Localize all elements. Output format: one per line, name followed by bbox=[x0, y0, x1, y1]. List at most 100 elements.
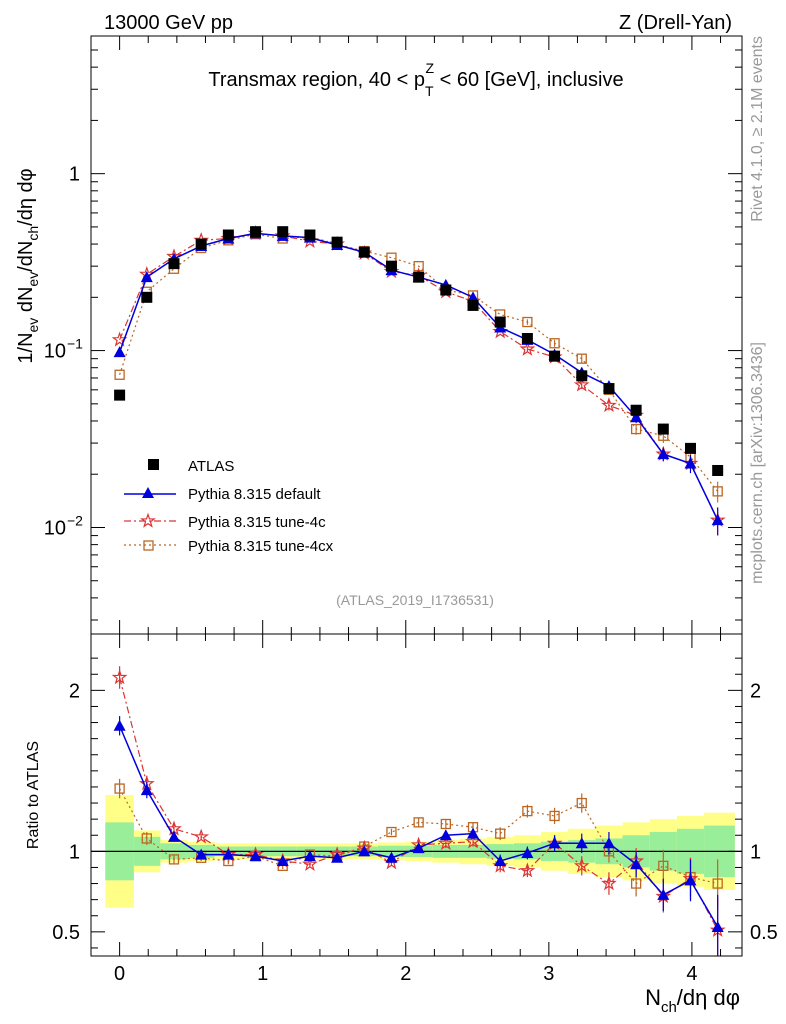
axis-ticks bbox=[90, 35, 742, 956]
ratio-point bbox=[657, 888, 670, 900]
main-data-point bbox=[573, 376, 590, 392]
ratio-point bbox=[358, 845, 371, 857]
main-y-tick-exponent: −2 bbox=[67, 512, 83, 528]
main-data-point bbox=[168, 258, 180, 270]
main-data-point bbox=[684, 442, 696, 454]
main-data-point bbox=[576, 370, 588, 382]
ratio-point bbox=[494, 855, 507, 867]
main-data-point bbox=[413, 271, 425, 283]
ratio-point bbox=[440, 818, 451, 830]
ratio-y-tick-label-right: 0.5 bbox=[750, 922, 778, 944]
ratio-point bbox=[658, 860, 669, 871]
ratio-point bbox=[303, 850, 316, 862]
ratio-point bbox=[495, 828, 506, 839]
ratio-point bbox=[385, 851, 398, 863]
legend-label-4c: Pythia 8.315 tune-4c bbox=[188, 514, 326, 531]
ratio-point bbox=[168, 854, 180, 865]
ratio-point bbox=[712, 878, 723, 889]
ratio-y-tick-label-left: 0.5 bbox=[52, 922, 80, 944]
ratio-point bbox=[114, 783, 125, 794]
ratio-point bbox=[113, 719, 126, 731]
x-tick-label: 1 bbox=[257, 963, 268, 985]
ratio-point bbox=[301, 855, 318, 871]
plot-title: Transmax region, 40 < pTZ < 60 [GeV], in… bbox=[208, 60, 623, 99]
ratio-point bbox=[630, 858, 643, 870]
ratio-point bbox=[575, 837, 588, 849]
ratio-point bbox=[548, 837, 561, 849]
legend-label-default: Pythia 8.315 default bbox=[188, 486, 321, 503]
main-data-point bbox=[277, 226, 289, 238]
main-data-point bbox=[549, 350, 561, 362]
ratio-point bbox=[167, 830, 180, 842]
rivet-version-label: Rivet 4.1.0, ≥ 2.1M events bbox=[749, 36, 766, 222]
tick-labels: 0 1 2 3 410 −210 −110.5 0.51 12 2 bbox=[44, 164, 778, 985]
mcplots-label: mcplots.cern.ch [arXiv:1306.3436] bbox=[749, 342, 766, 584]
ratio-y-tick-label-left: 1 bbox=[69, 841, 80, 863]
ratio-point bbox=[386, 826, 397, 838]
ratio-point bbox=[573, 857, 590, 873]
ratio-point bbox=[602, 837, 615, 849]
x-tick-label: 0 bbox=[114, 963, 125, 985]
main-series-line bbox=[119, 233, 719, 492]
main-data-point bbox=[712, 486, 723, 497]
main-data-point bbox=[114, 389, 126, 401]
main-data-point bbox=[630, 411, 643, 423]
main-data-point bbox=[467, 291, 480, 303]
main-series-layer bbox=[111, 224, 726, 536]
main-data-point bbox=[630, 404, 642, 416]
main-data-point bbox=[358, 246, 370, 258]
ratio-point bbox=[467, 827, 480, 839]
main-data-point bbox=[711, 514, 724, 526]
ratio-point bbox=[276, 855, 289, 867]
main-data-point bbox=[657, 423, 669, 435]
ratio-y-tick-label-right: 2 bbox=[750, 680, 761, 702]
main-y-axis-label: 1/Nev dNev/dNch/dη dφ bbox=[15, 168, 41, 363]
main-data-point bbox=[630, 423, 642, 435]
x-axis-label: Nch/dη dφ bbox=[645, 985, 740, 1016]
legend-marker-default bbox=[142, 487, 154, 498]
ratio-point bbox=[437, 834, 454, 851]
ratio-plot-frame bbox=[90, 633, 743, 957]
main-data-point bbox=[222, 229, 234, 241]
legend-marker-4c bbox=[140, 512, 156, 528]
ratio-series-line bbox=[119, 677, 719, 931]
main-data-point bbox=[114, 369, 125, 380]
ratio-point bbox=[331, 851, 344, 863]
ratio-point bbox=[140, 784, 153, 796]
legend-label-4cx: Pythia 8.315 tune-4cx bbox=[188, 538, 334, 555]
main-data-point bbox=[684, 457, 697, 469]
analysis-tag: (ATLAS_2019_I1736531) bbox=[336, 592, 494, 608]
ratio-point bbox=[111, 669, 128, 685]
main-data-point bbox=[494, 316, 506, 328]
main-data-point bbox=[601, 397, 617, 413]
main-y-tick-label: 10 bbox=[44, 517, 66, 539]
main-data-point bbox=[385, 260, 397, 272]
header-right: Z (Drell-Yan) bbox=[619, 12, 732, 34]
ratio-y-tick-label-right: 1 bbox=[750, 841, 761, 863]
ratio-point bbox=[630, 878, 642, 889]
main-data-point bbox=[467, 299, 479, 311]
ratio-y-tick-label-left: 2 bbox=[69, 680, 80, 702]
main-y-tick-label: 1 bbox=[69, 164, 80, 186]
ratio-point bbox=[249, 850, 262, 862]
x-tick-label: 2 bbox=[400, 963, 411, 985]
main-data-point bbox=[521, 333, 533, 345]
ratio-point bbox=[439, 829, 452, 841]
ratio-point bbox=[521, 846, 534, 858]
main-data-point bbox=[576, 353, 587, 364]
ratio-point bbox=[576, 797, 587, 809]
legend: ATLAS Pythia 8.315 default Pythia 8.315 … bbox=[124, 458, 334, 555]
main-data-point bbox=[549, 338, 560, 349]
ratio-point bbox=[195, 848, 208, 860]
ratio-point bbox=[522, 805, 533, 817]
legend-marker-4cx bbox=[143, 540, 154, 551]
ratio-point bbox=[193, 828, 210, 844]
main-data-point bbox=[519, 340, 536, 356]
ratio-point bbox=[465, 833, 481, 849]
x-tick-label: 3 bbox=[543, 963, 554, 985]
header-left: 13000 GeV pp bbox=[104, 12, 233, 34]
ratio-point bbox=[549, 810, 560, 822]
main-data-point bbox=[657, 448, 670, 460]
ratio-point bbox=[222, 848, 235, 860]
